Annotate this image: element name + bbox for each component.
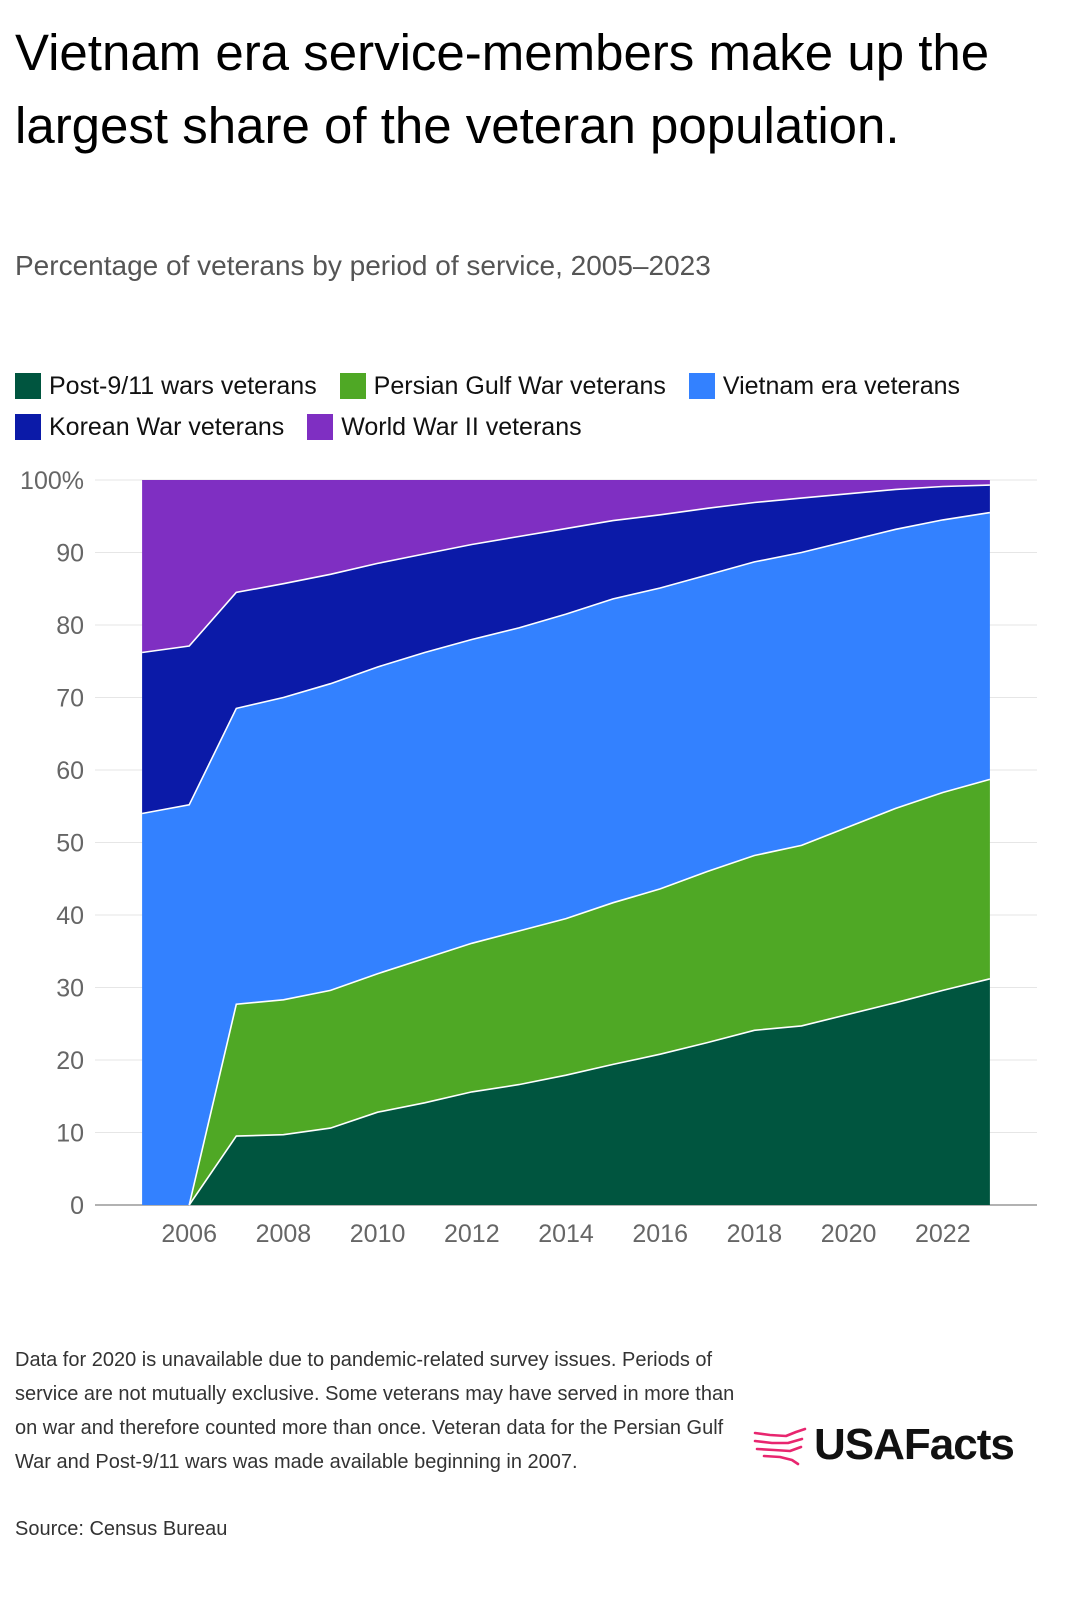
usafacts-logo[interactable]: USAFacts xyxy=(752,1420,1015,1470)
boundary-gulf xyxy=(188,778,991,1206)
y-tick-label: 0 xyxy=(70,1192,84,1220)
x-tick-label: 2018 xyxy=(727,1220,783,1248)
area-korean[interactable] xyxy=(142,485,990,814)
x-tick-label: 2020 xyxy=(821,1220,877,1248)
area-gulf[interactable] xyxy=(189,779,990,1205)
y-tick-label: 30 xyxy=(56,975,84,1003)
legend-label-gulf: Persian Gulf War veterans xyxy=(373,372,666,400)
y-tick-label: 80 xyxy=(56,612,84,640)
y-tick-label: 10 xyxy=(56,1120,84,1148)
usa-map-icon xyxy=(753,1427,807,1466)
x-tick-label: 2006 xyxy=(161,1220,217,1248)
legend-swatch-vietnam xyxy=(688,373,715,399)
chart-title: Vietnam era service-members make up the … xyxy=(15,24,990,154)
area-post911[interactable] xyxy=(189,978,990,1205)
x-axis: 2006 2008 2010 2012 2014 2016 2018 2020 2022 xyxy=(161,1220,970,1248)
footnote: Data for 2020 is unavailable due to pand… xyxy=(15,1349,735,1473)
boundary-korean xyxy=(141,484,990,654)
y-tick-label: 40 xyxy=(56,902,84,930)
logo-wordmark: USAFacts xyxy=(814,1420,1015,1469)
x-tick-label: 2016 xyxy=(632,1220,688,1248)
y-tick-label: 50 xyxy=(56,830,84,858)
area-vietnam[interactable] xyxy=(142,512,990,1205)
legend-swatch-korean xyxy=(15,414,41,440)
source-note: Source: Census Bureau xyxy=(15,1518,228,1540)
legend-label-korean: Korean War veterans xyxy=(49,413,285,441)
legend-swatch-gulf xyxy=(339,373,366,399)
x-tick-label: 2008 xyxy=(256,1220,312,1248)
legend: Post-9/11 wars veterans Persian Gulf War… xyxy=(15,366,1015,448)
legend-label-post911: Post-9/11 wars veterans xyxy=(49,372,317,400)
area-ww2[interactable] xyxy=(142,480,990,653)
area-layer xyxy=(142,480,990,1205)
x-tick-label: 2012 xyxy=(444,1220,500,1248)
legend-item-korean[interactable]: Korean War veterans xyxy=(15,407,284,448)
stacked-area-chart: 0 10 20 30 40 50 60 70 80 90 100% 2006 2008 2010 2012… xyxy=(20,467,1037,1248)
legend-swatch-post911 xyxy=(15,373,41,399)
boundary-vietnam xyxy=(141,511,991,815)
boundary-post911 xyxy=(188,978,991,1206)
legend-item-post911[interactable]: Post-9/11 wars veterans xyxy=(15,366,317,407)
legend-item-vietnam[interactable]: Vietnam era veterans xyxy=(688,366,961,407)
x-tick-label: 2014 xyxy=(538,1220,594,1248)
y-tick-label: 70 xyxy=(56,685,84,713)
y-axis: 0 10 20 30 40 50 60 70 80 90 100% xyxy=(20,467,84,1220)
boundary-line-layer xyxy=(141,484,991,1206)
x-tick-label: 2010 xyxy=(350,1220,406,1248)
legend-swatch-ww2 xyxy=(307,414,334,440)
chart-subtitle: Percentage of veterans by period of serv… xyxy=(15,250,711,281)
legend-item-ww2[interactable]: World War II veterans xyxy=(307,407,582,448)
y-tick-label: 90 xyxy=(56,540,84,568)
legend-item-gulf[interactable]: Persian Gulf War veterans xyxy=(339,366,666,407)
x-tick-label: 2022 xyxy=(915,1220,971,1248)
legend-label-ww2: World War II veterans xyxy=(341,413,582,441)
y-tick-label: 20 xyxy=(56,1047,84,1075)
y-tick-label: 60 xyxy=(56,757,84,785)
legend-label-vietnam: Vietnam era veterans xyxy=(722,372,961,400)
y-tick-label: 100% xyxy=(20,467,84,495)
